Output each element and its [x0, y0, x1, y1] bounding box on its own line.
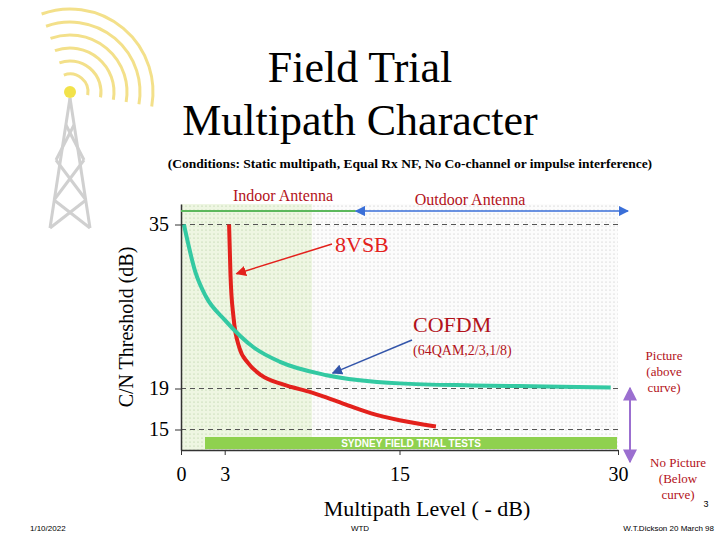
- x-tick: 15: [390, 450, 410, 485]
- no-picture-note: (Below: [659, 471, 698, 486]
- footer-date: 1/10/2022: [30, 524, 66, 533]
- footer-author: W.T.Dickson 20 March 98: [623, 524, 714, 533]
- x-tick-mark: [225, 450, 226, 455]
- picture-note: curve): [647, 380, 680, 395]
- outdoor-antenna-label: Outdoor Antenna: [415, 191, 526, 208]
- x-tick-label: 0: [177, 463, 187, 485]
- x-tick-mark: [181, 450, 182, 455]
- x-tick-mark: [618, 450, 619, 455]
- no-picture-note: curve): [661, 487, 694, 502]
- outdoor-range-arrow: [356, 210, 628, 212]
- no-picture-note: No Picture: [650, 455, 706, 470]
- trial-banner-label: SYDNEY FIELD TRIAL TESTS: [341, 438, 481, 449]
- tower-beacon: [64, 86, 76, 98]
- radio-wave: [59, 61, 101, 97]
- chart-canvas: Field TrialMultipath Character (Condition…: [0, 0, 720, 540]
- tower-strut: [54, 200, 90, 228]
- tower-strut: [56, 160, 86, 200]
- series-label: 8VSB: [335, 232, 389, 257]
- trial-banner: [205, 437, 617, 449]
- tower-strut: [66, 125, 84, 160]
- y-tick: 15: [149, 418, 181, 440]
- series-pointer: [237, 244, 332, 274]
- radio-wave: [42, 9, 153, 106]
- x-tick-label: 3: [220, 463, 230, 485]
- x-tick: 0: [177, 450, 187, 485]
- y-tick-mark: [175, 430, 181, 431]
- indoor-region: [181, 204, 312, 450]
- outdoor-region: [312, 204, 618, 450]
- y-axis-line: [181, 205, 183, 451]
- footer-center: WTD: [351, 524, 369, 533]
- cofdm-mode-label: (64QAM,2/3,1/8): [413, 343, 512, 359]
- x-tick: 30: [609, 450, 629, 485]
- series-line: [229, 225, 436, 427]
- chart-title: Multipath Character: [182, 96, 538, 145]
- x-tick-mark: [400, 450, 401, 455]
- page-number: 3: [703, 499, 708, 509]
- chart-subtitle: (Conditions: Static multipath, Equal Rx …: [168, 156, 652, 171]
- y-grid-line: [181, 224, 618, 225]
- tower-strut: [54, 160, 84, 200]
- indoor-range-line: [181, 210, 356, 212]
- y-tick: 19: [149, 377, 181, 399]
- x-axis: 0 3 15 30: [177, 450, 629, 485]
- tower-icon: [42, 9, 153, 228]
- y-axis: 15 19 35: [149, 205, 182, 451]
- x-tick-label: 30: [609, 463, 629, 485]
- curves: [184, 225, 611, 427]
- picture-note: (above: [646, 364, 682, 379]
- y-tick-mark: [175, 389, 181, 390]
- chart-title: Field Trial: [268, 43, 453, 92]
- series-line: [184, 225, 611, 388]
- radio-wave: [51, 35, 127, 102]
- x-tick-label: 15: [390, 463, 410, 485]
- radio-wave: [46, 22, 140, 104]
- x-tick: 3: [220, 450, 230, 485]
- picture-note: Picture: [646, 348, 683, 363]
- series-label: COFDM: [413, 312, 491, 337]
- picture-threshold-arrow: [629, 388, 631, 462]
- x-axis-title: Multipath Level ( - dB): [324, 496, 531, 521]
- tower-strut: [56, 125, 74, 160]
- y-tick: 35: [149, 213, 181, 235]
- grid: [181, 225, 618, 430]
- y-grid-line: [181, 429, 618, 430]
- y-tick-label: 19: [149, 377, 169, 399]
- indoor-antenna-label: Indoor Antenna: [233, 187, 333, 204]
- radio-wave: [55, 48, 114, 100]
- y-tick-mark: [175, 225, 181, 226]
- y-tick-label: 35: [149, 213, 169, 235]
- tower-strut: [50, 200, 86, 228]
- y-tick-label: 15: [149, 418, 169, 440]
- y-axis-title: C/N Threshold (dB): [115, 247, 138, 408]
- series-pointer: [333, 340, 412, 373]
